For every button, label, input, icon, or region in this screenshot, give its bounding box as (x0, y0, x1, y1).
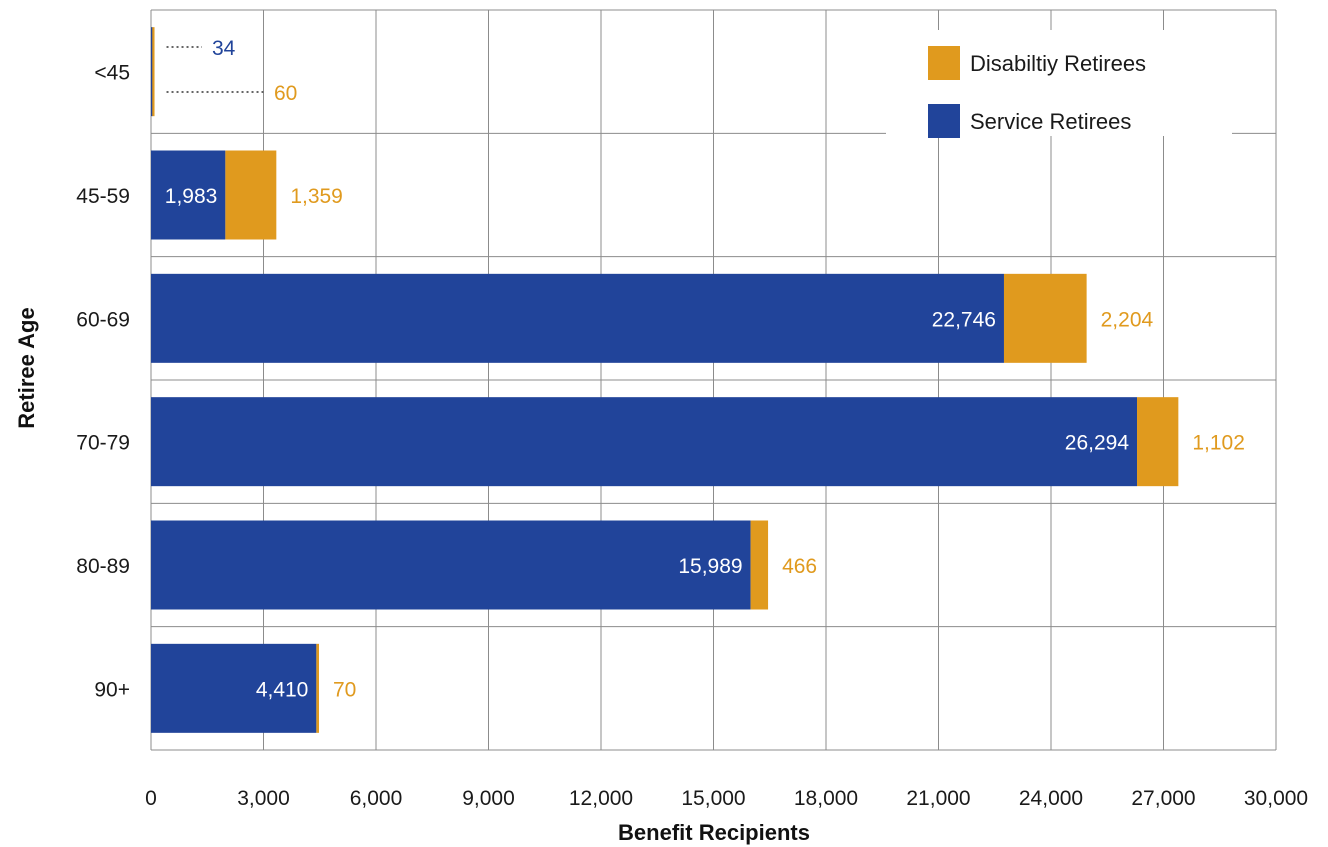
x-tick-label: 12,000 (569, 787, 633, 810)
value-label-disability: 1,102 (1192, 432, 1245, 455)
value-label-disability: 70 (333, 678, 356, 701)
legend-label-disability: Disabiltiy Retirees (970, 51, 1146, 76)
y-tick-label: 70-79 (76, 432, 130, 455)
bar-disability-retirees (152, 27, 155, 117)
y-tick-label: 80-89 (76, 555, 130, 578)
value-label-disability: 466 (782, 555, 817, 578)
x-tick-label: 27,000 (1131, 787, 1195, 810)
value-label-service: 26,294 (1065, 432, 1130, 455)
bar-disability-retirees (1137, 397, 1179, 487)
bar-service-retirees (151, 273, 1004, 363)
x-tick-label: 6,000 (350, 787, 403, 810)
value-label-service: 34 (212, 37, 236, 60)
bar-service-retirees (151, 643, 317, 733)
x-tick-label: 24,000 (1019, 787, 1083, 810)
value-label-service: 1,983 (165, 185, 218, 208)
y-tick-label: 45-59 (76, 185, 130, 208)
legend-label-service: Service Retirees (970, 109, 1131, 134)
x-tick-label: 21,000 (906, 787, 970, 810)
legend-swatch-service (928, 104, 960, 138)
legend: Disabiltiy Retirees Service Retirees (886, 30, 1232, 138)
bar-disability-retirees (225, 150, 277, 240)
value-label-service: 15,989 (678, 555, 742, 578)
value-label-disability: 2,204 (1101, 308, 1154, 331)
bar-disability-retirees (316, 643, 319, 733)
x-tick-label: 15,000 (681, 787, 745, 810)
y-tick-label: 90+ (94, 678, 130, 701)
x-tick-label: 18,000 (794, 787, 858, 810)
y-tick-label: <45 (94, 62, 130, 85)
x-axis-title: Benefit Recipients (618, 820, 810, 845)
legend-swatch-disability (928, 46, 960, 80)
x-tick-label: 3,000 (237, 787, 290, 810)
bar-disability-retirees (1003, 273, 1087, 363)
value-label-disability: 60 (274, 82, 297, 105)
bar-service-retirees (151, 520, 751, 610)
y-tick-label: 60-69 (76, 308, 130, 331)
x-tick-label: 9,000 (462, 787, 515, 810)
axis-ticks: 0 3,000 6,000 9,000 12,000 15,000 18,000 21,000… (76, 62, 1308, 810)
bars (151, 27, 1179, 733)
bar-service-retirees (151, 150, 226, 240)
bar-disability-retirees (750, 520, 769, 610)
value-label-disability: 1,359 (290, 185, 343, 208)
value-label-service: 22,746 (932, 308, 996, 331)
y-axis-title: Retiree Age (14, 307, 39, 428)
bar-service-retirees (151, 397, 1138, 487)
x-tick-label: 0 (145, 787, 157, 810)
x-tick-label: 30,000 (1244, 787, 1308, 810)
bar-service-retirees (151, 27, 153, 117)
value-labels: 34 60 1,983 1,359 22,746 2,204 26,294 1,102 15,9… (165, 37, 1245, 701)
value-label-service: 4,410 (256, 678, 309, 701)
